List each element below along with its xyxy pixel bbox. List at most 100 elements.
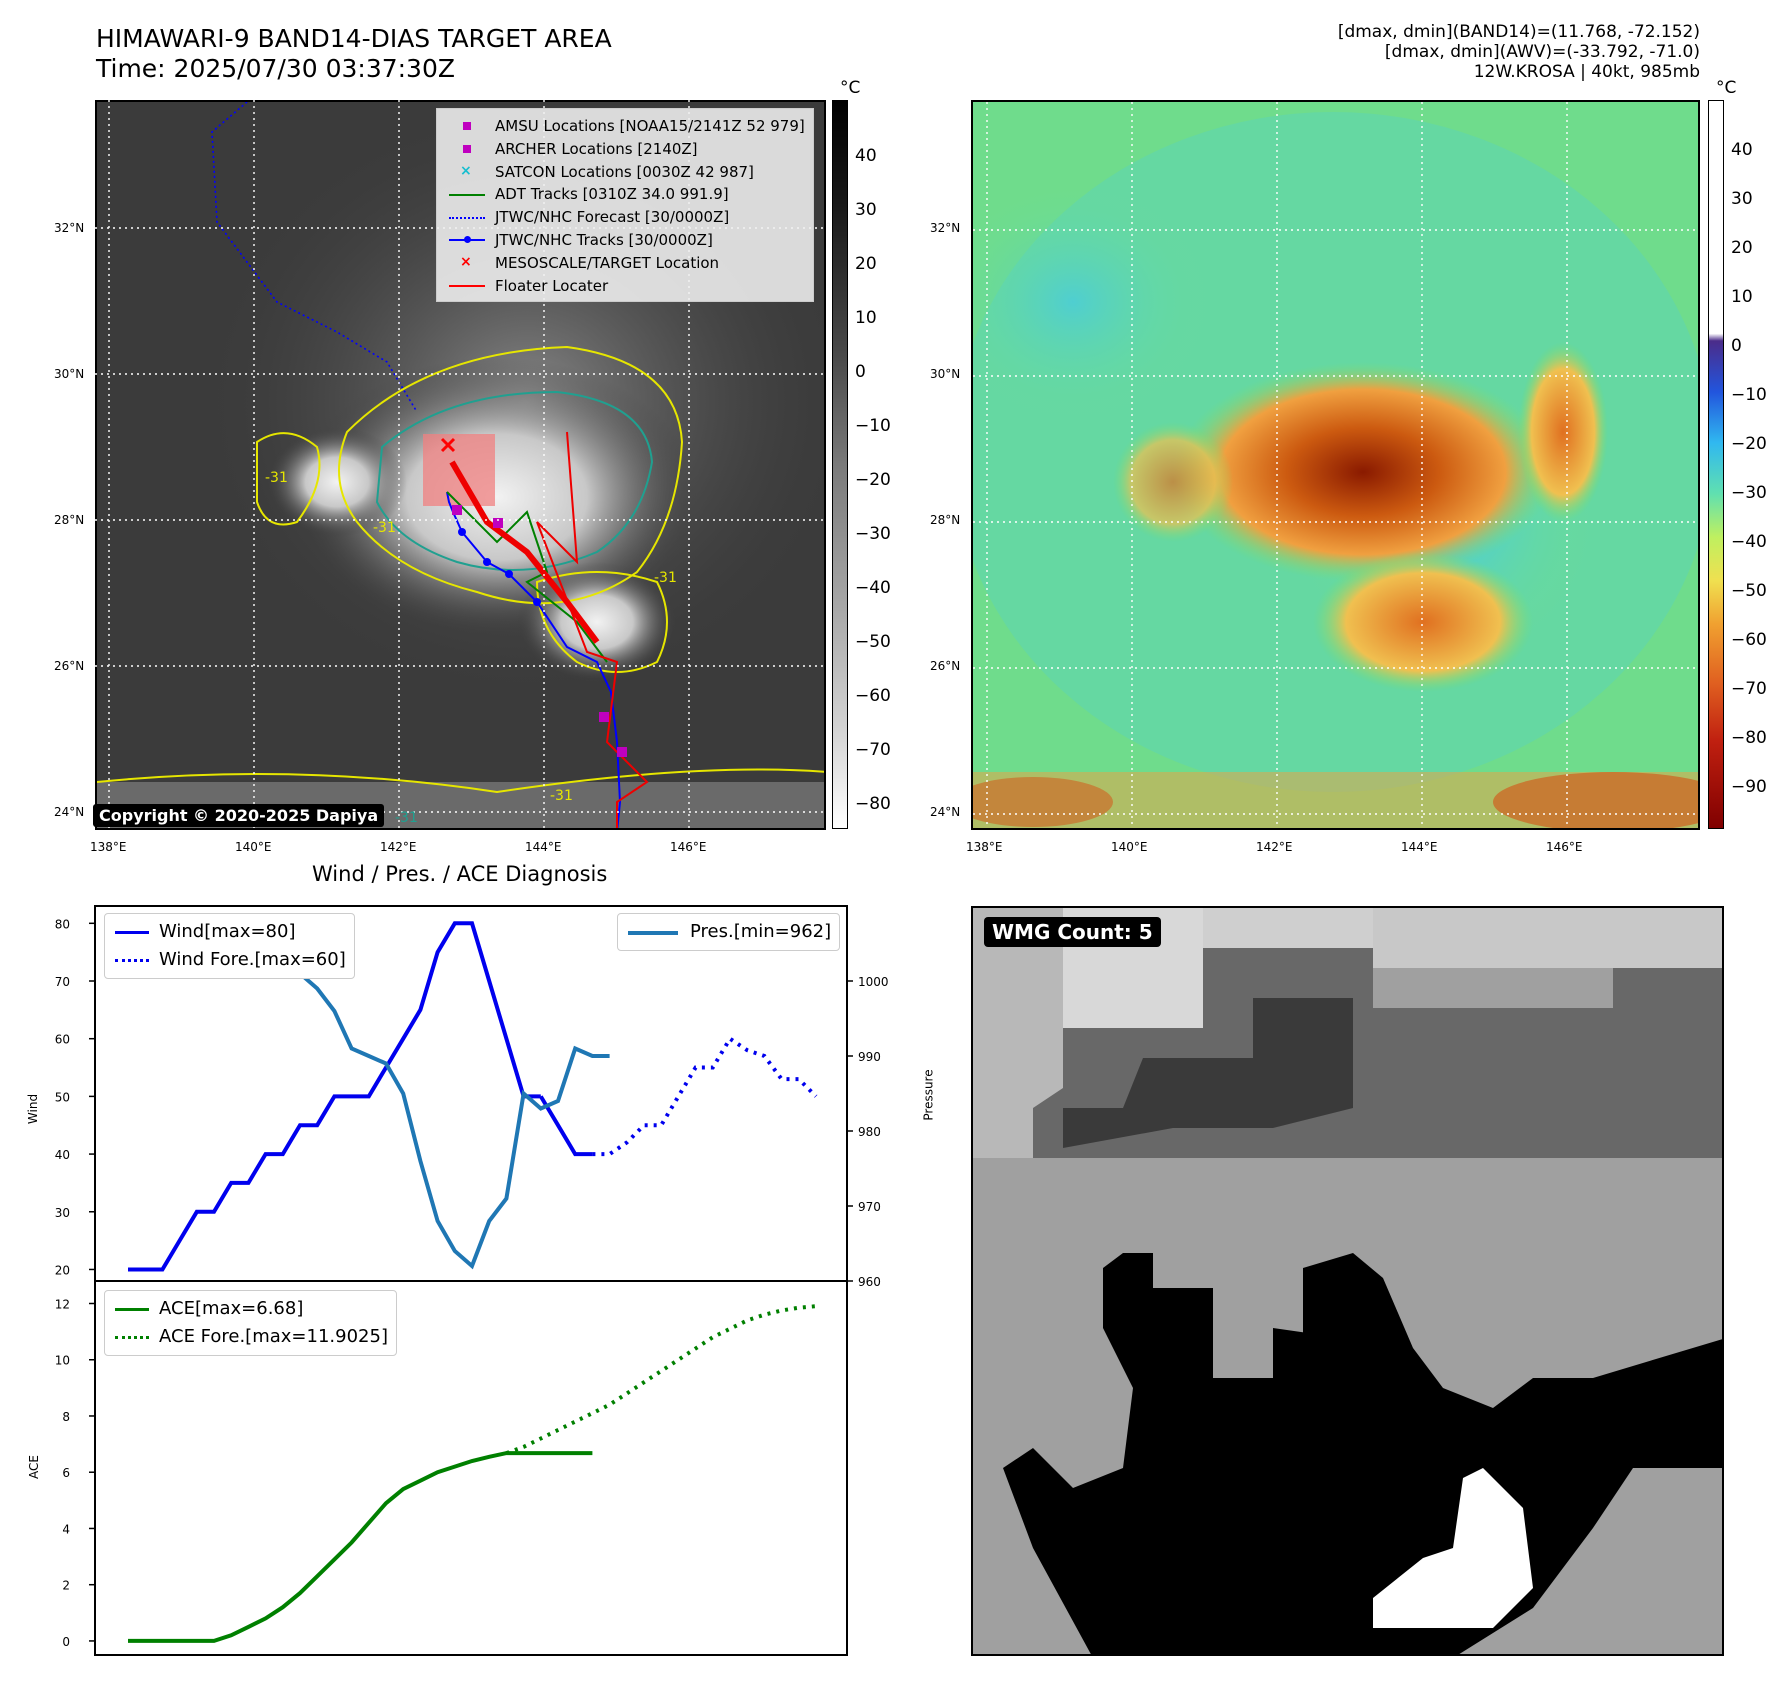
lat-label: 26°N xyxy=(930,659,961,673)
wind-tick-label: 50 xyxy=(55,1090,70,1104)
series-line-ace1 xyxy=(505,1304,817,1455)
legend-jtwc-tracks: JTWC/NHC Tracks [30/0000Z] xyxy=(445,229,805,252)
diagnosis-title: Wind / Pres. / ACE Diagnosis xyxy=(312,862,608,886)
colorbar-tick: −20 xyxy=(855,470,891,490)
target-x xyxy=(440,437,456,453)
blue-line-icon xyxy=(113,922,153,942)
lat-label: 28°N xyxy=(930,513,961,527)
magenta-square-icon xyxy=(445,139,489,159)
colorbar-tick: −10 xyxy=(855,416,891,436)
magenta-square-icon xyxy=(445,116,489,136)
legend-wind-fore: Wind Fore.[max=60] xyxy=(113,946,346,974)
legend-amsu: AMSU Locations [NOAA15/2141Z 52 979] xyxy=(445,115,805,138)
wind-axis: 80 70 60 50 40 30 20 xyxy=(55,917,95,1277)
awv-map-panel xyxy=(971,100,1700,830)
pressure-ylabel: Pressure xyxy=(921,1069,936,1121)
ace-frame xyxy=(94,1280,848,1656)
pressure-tick-label: 1000 xyxy=(858,975,889,989)
pressure-tick-label: 990 xyxy=(858,1050,881,1064)
colorbar-tick: −30 xyxy=(855,524,891,544)
steelblue-line-icon xyxy=(626,922,684,942)
legend-pressure: Pres.[min=962] xyxy=(626,918,831,946)
legend-floater: Floater Locater xyxy=(445,275,805,298)
green-line-icon xyxy=(445,185,489,205)
wind-ylabel: Wind xyxy=(26,1093,41,1125)
blue-dotted-line-icon xyxy=(445,208,489,228)
green-line-icon xyxy=(113,1299,153,1319)
figure-title: HIMAWARI-9 BAND14-DIAS TARGET AREA Time: … xyxy=(96,24,612,84)
lon-label: 140°E xyxy=(235,840,272,854)
blue-line-dot-icon xyxy=(445,230,489,250)
pressure-legend: Pres.[min=962] xyxy=(617,913,841,951)
pressure-axis: 1000 990 980 970 960 xyxy=(847,975,889,1289)
colorbar-tick: 40 xyxy=(1731,140,1753,160)
amsu-markers xyxy=(452,505,627,757)
lat-label: 30°N xyxy=(930,367,961,381)
wind-legend: Wind[max=80] Wind Fore.[max=60] xyxy=(104,913,355,979)
colorbar-tick: −60 xyxy=(855,686,891,706)
legend-ace: ACE[max=6.68] xyxy=(113,1295,388,1323)
series-line-wp1 xyxy=(539,1095,593,1157)
legend-wind: Wind[max=80] xyxy=(113,918,346,946)
stats-line2: [dmax, dmin](AWV)=(-33.792, -71.0) xyxy=(1384,42,1700,62)
wmg-panel xyxy=(971,906,1724,1656)
lat-label: 30°N xyxy=(54,367,85,381)
wind-tick-label: 30 xyxy=(55,1206,70,1220)
cyan-x-icon: × xyxy=(460,162,472,179)
green-dotted-line-icon xyxy=(113,1327,153,1347)
ace-axis: 12 10 8 6 4 2 0 xyxy=(55,1297,95,1649)
lon-label: 142°E xyxy=(1256,840,1293,854)
stats-block: [dmax, dmin](BAND14)=(11.768, -72.152) [… xyxy=(1338,22,1700,82)
ace-tick-label: 10 xyxy=(55,1354,70,1368)
map-legend: AMSU Locations [NOAA15/2141Z 52 979] ARC… xyxy=(436,108,814,303)
wind-tick-label: 60 xyxy=(55,1033,70,1047)
copyright-badge: Copyright © 2020-2025 Dapiya xyxy=(93,804,385,827)
legend-archer: ARCHER Locations [2140Z] xyxy=(445,138,805,161)
colorbar-tick: −70 xyxy=(1731,679,1767,699)
contour-label: -31 xyxy=(373,520,396,536)
colorbar-tick: 20 xyxy=(1731,238,1753,258)
colorbar-tick: 10 xyxy=(855,308,877,328)
lon-label: 142°E xyxy=(380,840,417,854)
legend-satcon: × SATCON Locations [0030Z 42 987] xyxy=(445,161,805,184)
colorbar-right xyxy=(1708,100,1724,829)
colorbar-tick: 30 xyxy=(855,200,877,220)
lat-label: 28°N xyxy=(54,513,85,527)
ace-ylabel: ACE xyxy=(26,1455,41,1479)
colorbar-tick: 20 xyxy=(855,254,877,274)
pressure-tick-label: 980 xyxy=(858,1125,881,1139)
wind-tick-label: 70 xyxy=(55,975,70,989)
series-line-wp2 xyxy=(592,1035,818,1157)
lon-label: 144°E xyxy=(525,840,562,854)
jtwc-track-points xyxy=(458,528,541,606)
lon-label: 140°E xyxy=(1111,840,1148,854)
wind-tick-label: 20 xyxy=(55,1263,70,1277)
colorbar-tick: 0 xyxy=(855,362,866,382)
lat-label: 24°N xyxy=(930,805,961,819)
ace-tick-label: 4 xyxy=(62,1522,70,1536)
lon-label: 146°E xyxy=(1546,840,1583,854)
red-line-icon xyxy=(445,276,489,296)
contour-label: -31 xyxy=(265,470,288,486)
lon-label: 144°E xyxy=(1401,840,1438,854)
ace-legend: ACE[max=6.68] ACE Fore.[max=11.9025] xyxy=(104,1290,397,1356)
ace-tick-label: 2 xyxy=(62,1579,70,1593)
colorbar-tick: −90 xyxy=(1731,777,1767,797)
stats-line1: [dmax, dmin](BAND14)=(11.768, -72.152) xyxy=(1337,22,1700,42)
colorbar-tick: −40 xyxy=(855,578,891,598)
contour-label: -31 xyxy=(550,788,573,804)
colorbar-tick: −40 xyxy=(1731,532,1767,552)
ace-tick-label: 12 xyxy=(55,1297,70,1311)
lon-label: 146°E xyxy=(670,840,707,854)
blue-dotted-line-icon xyxy=(113,950,153,970)
series-line-wp0 xyxy=(128,921,541,1272)
pressure-tick-label: 970 xyxy=(858,1200,881,1214)
colorbar-tick: −60 xyxy=(1731,630,1767,650)
ace-tick-label: 6 xyxy=(62,1466,70,1480)
ace-tick-label: 0 xyxy=(62,1635,70,1649)
wind-tick-label: 40 xyxy=(55,1148,70,1162)
pressure-tick-label: 960 xyxy=(858,1275,881,1289)
colorbar-tick: 30 xyxy=(1731,189,1753,209)
colorbar-left xyxy=(832,100,848,829)
